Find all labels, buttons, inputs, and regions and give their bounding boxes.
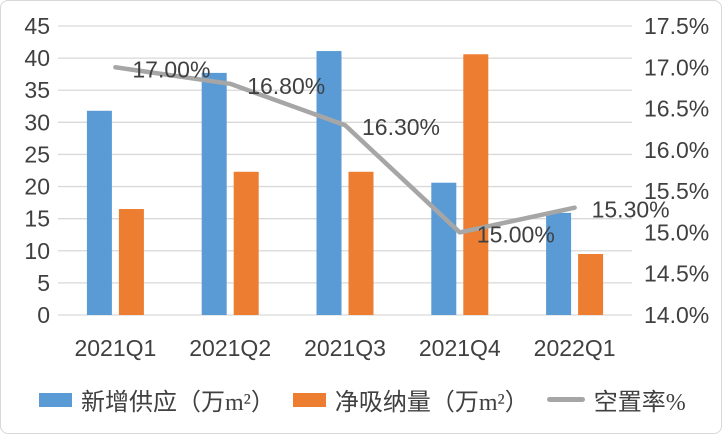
line-data-label: 16.80% (247, 73, 325, 99)
left-axis-tick-label: 30 (24, 109, 50, 135)
combo-chart-canvas: 45 40 35 30 25 20 15 10 5 0 17.5% 17.0% 16.5% 16.0% 15… (24, 13, 709, 361)
legend-swatch-new-supply-icon (39, 392, 72, 407)
legend-item-vacancy-rate: 空置率% (546, 382, 686, 417)
left-axis-tick-label: 20 (24, 174, 50, 200)
line-data-label: 15.30% (592, 197, 670, 223)
right-axis-tick-label: 16.5% (644, 96, 709, 122)
legend-item-new-supply: 新增供应（万m²） (39, 382, 275, 417)
bar-net-absorption (118, 209, 144, 315)
left-axis-tick-label: 15 (24, 206, 50, 232)
left-axis-tick-label: 40 (24, 45, 50, 71)
left-axis-tick-label: 25 (24, 141, 50, 167)
x-axis-label: 2021Q3 (304, 335, 386, 361)
right-axis-tick-label: 15.5% (644, 178, 709, 204)
legend-line-swatch-icon (546, 397, 585, 402)
x-axis-label: 2021Q1 (74, 335, 156, 361)
x-axis-label: 2022Q1 (534, 335, 616, 361)
right-axis-tick-label: 14.0% (644, 302, 709, 328)
left-axis-tick-label: 10 (24, 238, 50, 264)
right-axis-tick-label: 16.0% (644, 137, 709, 163)
bar-net-absorption (348, 171, 374, 315)
left-axis-tick-label: 45 (24, 13, 50, 39)
bar-new-supply (431, 182, 457, 315)
x-axis-label: 2021Q4 (419, 335, 501, 361)
line-data-label: 15.00% (477, 221, 555, 247)
vacancy-rate-line (113, 65, 577, 235)
legend-item-net-absorption: 净吸纳量（万m²） (292, 382, 529, 417)
bar-new-supply (86, 110, 112, 315)
bar-new-supply (316, 51, 342, 316)
legend-label-vacancy-rate: 空置率% (593, 390, 686, 416)
bar-new-supply (201, 72, 227, 315)
legend-label-new-supply: 新增供应（万m²） (81, 390, 275, 416)
right-axis-tick-label: 17.5% (644, 13, 709, 39)
bar-net-absorption (463, 54, 489, 315)
bar-new-supply (546, 212, 572, 315)
right-axis-tick-label: 14.5% (644, 261, 709, 287)
x-axis-label: 2021Q2 (189, 335, 271, 361)
right-axis-tick-label: 17.0% (644, 54, 709, 80)
line-data-label: 16.30% (362, 114, 440, 140)
left-axis-tick-label: 5 (37, 270, 50, 296)
chart-legend: 新增供应（万m²） 净吸纳量（万m²） 空置率% (39, 382, 686, 417)
right-axis-tick-label: 15.0% (644, 219, 709, 245)
legend-swatch-net-absorption-icon (292, 392, 326, 407)
legend-label-net-absorption: 净吸纳量（万m²） (334, 390, 529, 416)
line-data-label: 17.00% (132, 56, 210, 82)
bar-net-absorption (578, 253, 604, 315)
left-axis-tick-label: 0 (37, 302, 50, 328)
bar-net-absorption (233, 171, 259, 315)
left-axis-tick-label: 35 (24, 77, 50, 103)
